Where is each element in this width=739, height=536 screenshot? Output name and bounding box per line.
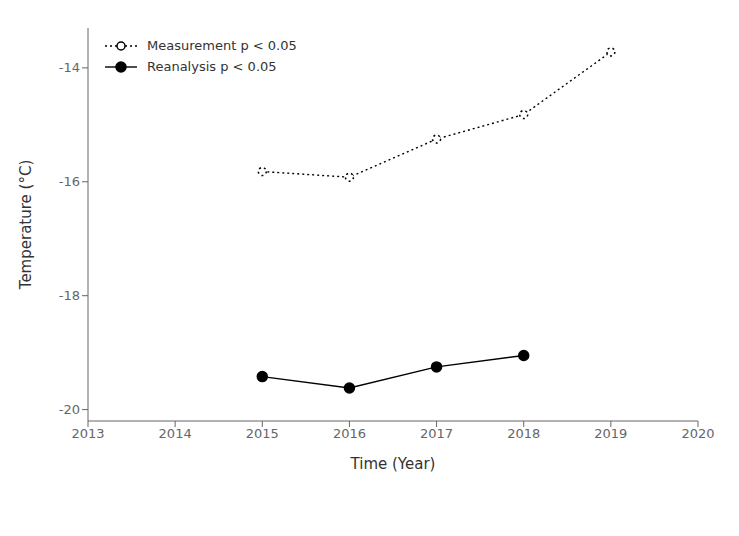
- html-text:Reanalysis p < 0.05: Reanalysis p < 0.05: [147, 59, 277, 74]
- svg-text:2019: 2019: [594, 426, 627, 441]
- svg-text:2016: 2016: [333, 426, 366, 441]
- svg-text:2020: 2020: [681, 426, 714, 441]
- svg-text:2015: 2015: [246, 426, 279, 441]
- svg-text:2013: 2013: [71, 426, 104, 441]
- svg-text:2014: 2014: [159, 426, 192, 441]
- svg-text:-14: -14: [59, 60, 80, 75]
- svg-text:-16: -16: [59, 174, 80, 189]
- svg-text:Time (Year): Time (Year): [350, 455, 436, 473]
- html-text:Measurement p < 0.05: Measurement p < 0.05: [147, 38, 297, 53]
- svg-text:2018: 2018: [507, 426, 540, 441]
- svg-text:-18: -18: [59, 288, 80, 303]
- svg-text:-20: -20: [59, 402, 80, 417]
- svg-text:Temperature (°C): Temperature (°C): [17, 160, 35, 290]
- svg-text:2017: 2017: [420, 426, 453, 441]
